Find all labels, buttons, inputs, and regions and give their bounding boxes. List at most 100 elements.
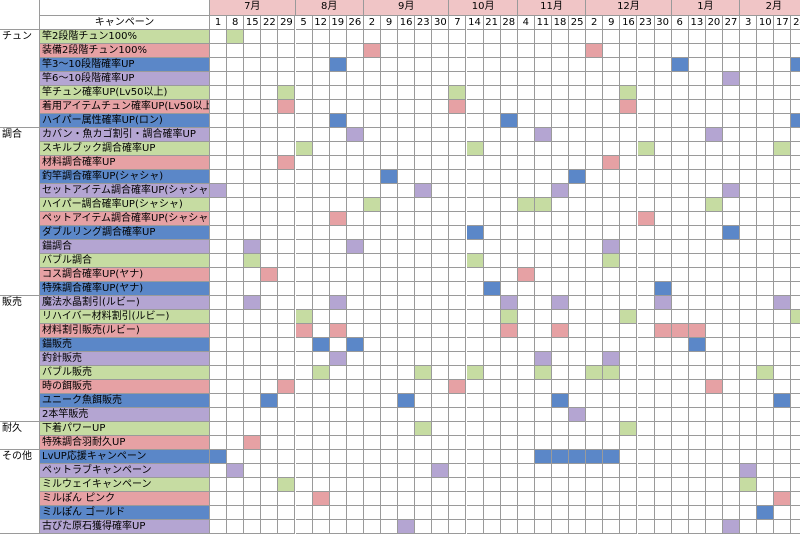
- grid-cell: [740, 478, 758, 492]
- grid-cell: [569, 338, 587, 352]
- grid-cell: [671, 254, 689, 268]
- grid-cell: [466, 506, 484, 520]
- grid-cell: [620, 352, 638, 366]
- grid-cell: [432, 366, 450, 380]
- grid-cell: [415, 408, 433, 422]
- grid-cell: [483, 114, 501, 128]
- grid-cell: [569, 394, 587, 408]
- grid-cell: [569, 380, 587, 394]
- campaign-name: ミルぽん ゴールド: [40, 506, 210, 520]
- grid-cell: [569, 296, 587, 310]
- grid-cell: [312, 520, 330, 534]
- grid-cell: [569, 408, 587, 422]
- grid-cell: [774, 464, 792, 478]
- grid-cell: [637, 226, 655, 240]
- grid-cell: [381, 450, 399, 464]
- campaign-header: キャンペーン: [40, 16, 210, 30]
- grid-cell: [312, 380, 330, 394]
- grid-cell: [705, 212, 723, 226]
- grid-cell: [757, 408, 775, 422]
- grid-cell: [705, 184, 723, 198]
- grid-cell: [244, 30, 262, 44]
- grid-cell: [534, 520, 552, 534]
- day-header: 8: [227, 16, 245, 30]
- grid-cell: [671, 310, 689, 324]
- grid-cell: [705, 310, 723, 324]
- grid-cell: [210, 30, 228, 44]
- grid-cell: [586, 338, 604, 352]
- grid-cell: [278, 310, 296, 324]
- grid-cell: [278, 184, 296, 198]
- grid-cell: [791, 170, 800, 184]
- grid-cell: [552, 324, 570, 338]
- grid-cell: [483, 58, 501, 72]
- grid-cell: [586, 366, 604, 380]
- grid-cell: [552, 394, 570, 408]
- grid-cell: [415, 296, 433, 310]
- grid-cell: [688, 422, 706, 436]
- grid-cell: [637, 114, 655, 128]
- month-header: 11月: [517, 0, 587, 16]
- grid-cell: [466, 100, 484, 114]
- grid-cell: [398, 506, 416, 520]
- grid-cell: [620, 268, 638, 282]
- grid-cell: [415, 478, 433, 492]
- grid-cell: [210, 422, 228, 436]
- grid-cell: [723, 142, 741, 156]
- grid-cell: [381, 142, 399, 156]
- grid-cell: [295, 296, 313, 310]
- grid-cell: [740, 254, 758, 268]
- grid-cell: [586, 226, 604, 240]
- grid-cell: [381, 338, 399, 352]
- grid-cell: [483, 128, 501, 142]
- grid-cell: [466, 156, 484, 170]
- grid-cell: [432, 254, 450, 268]
- grid-cell: [654, 478, 672, 492]
- grid-cell: [586, 184, 604, 198]
- grid-cell: [569, 254, 587, 268]
- grid-cell: [261, 44, 279, 58]
- grid-cell: [381, 324, 399, 338]
- grid-cell: [346, 436, 364, 450]
- grid-cell: [312, 72, 330, 86]
- grid-cell: [757, 506, 775, 520]
- grid-cell: [774, 478, 792, 492]
- grid-cell: [671, 114, 689, 128]
- grid-cell: [774, 128, 792, 142]
- grid-cell: [705, 30, 723, 44]
- grid-cell: [603, 170, 621, 184]
- grid-cell: [671, 30, 689, 44]
- grid-cell: [654, 226, 672, 240]
- grid-cell: [244, 128, 262, 142]
- day-header: 12: [312, 16, 330, 30]
- grid-cell: [261, 30, 279, 44]
- grid-cell: [346, 324, 364, 338]
- grid-cell: [398, 520, 416, 534]
- grid-cell: [466, 324, 484, 338]
- grid-cell: [757, 170, 775, 184]
- grid-cell: [688, 282, 706, 296]
- grid-cell: [552, 520, 570, 534]
- grid-cell: [620, 394, 638, 408]
- grid-cell: [398, 72, 416, 86]
- grid-cell: [432, 198, 450, 212]
- grid-cell: [278, 506, 296, 520]
- grid-cell: [517, 310, 535, 324]
- grid-cell: [791, 338, 800, 352]
- grid-cell: [534, 86, 552, 100]
- grid-cell: [295, 30, 313, 44]
- grid-cell: [363, 114, 381, 128]
- grid-cell: [415, 352, 433, 366]
- grid-cell: [483, 324, 501, 338]
- grid-cell: [363, 338, 381, 352]
- grid-cell: [603, 240, 621, 254]
- grid-cell: [346, 58, 364, 72]
- grid-cell: [723, 520, 741, 534]
- grid-cell: [705, 436, 723, 450]
- grid-cell: [586, 422, 604, 436]
- grid-cell: [671, 394, 689, 408]
- grid-cell: [603, 184, 621, 198]
- grid-cell: [791, 296, 800, 310]
- grid-cell: [654, 282, 672, 296]
- grid-cell: [312, 366, 330, 380]
